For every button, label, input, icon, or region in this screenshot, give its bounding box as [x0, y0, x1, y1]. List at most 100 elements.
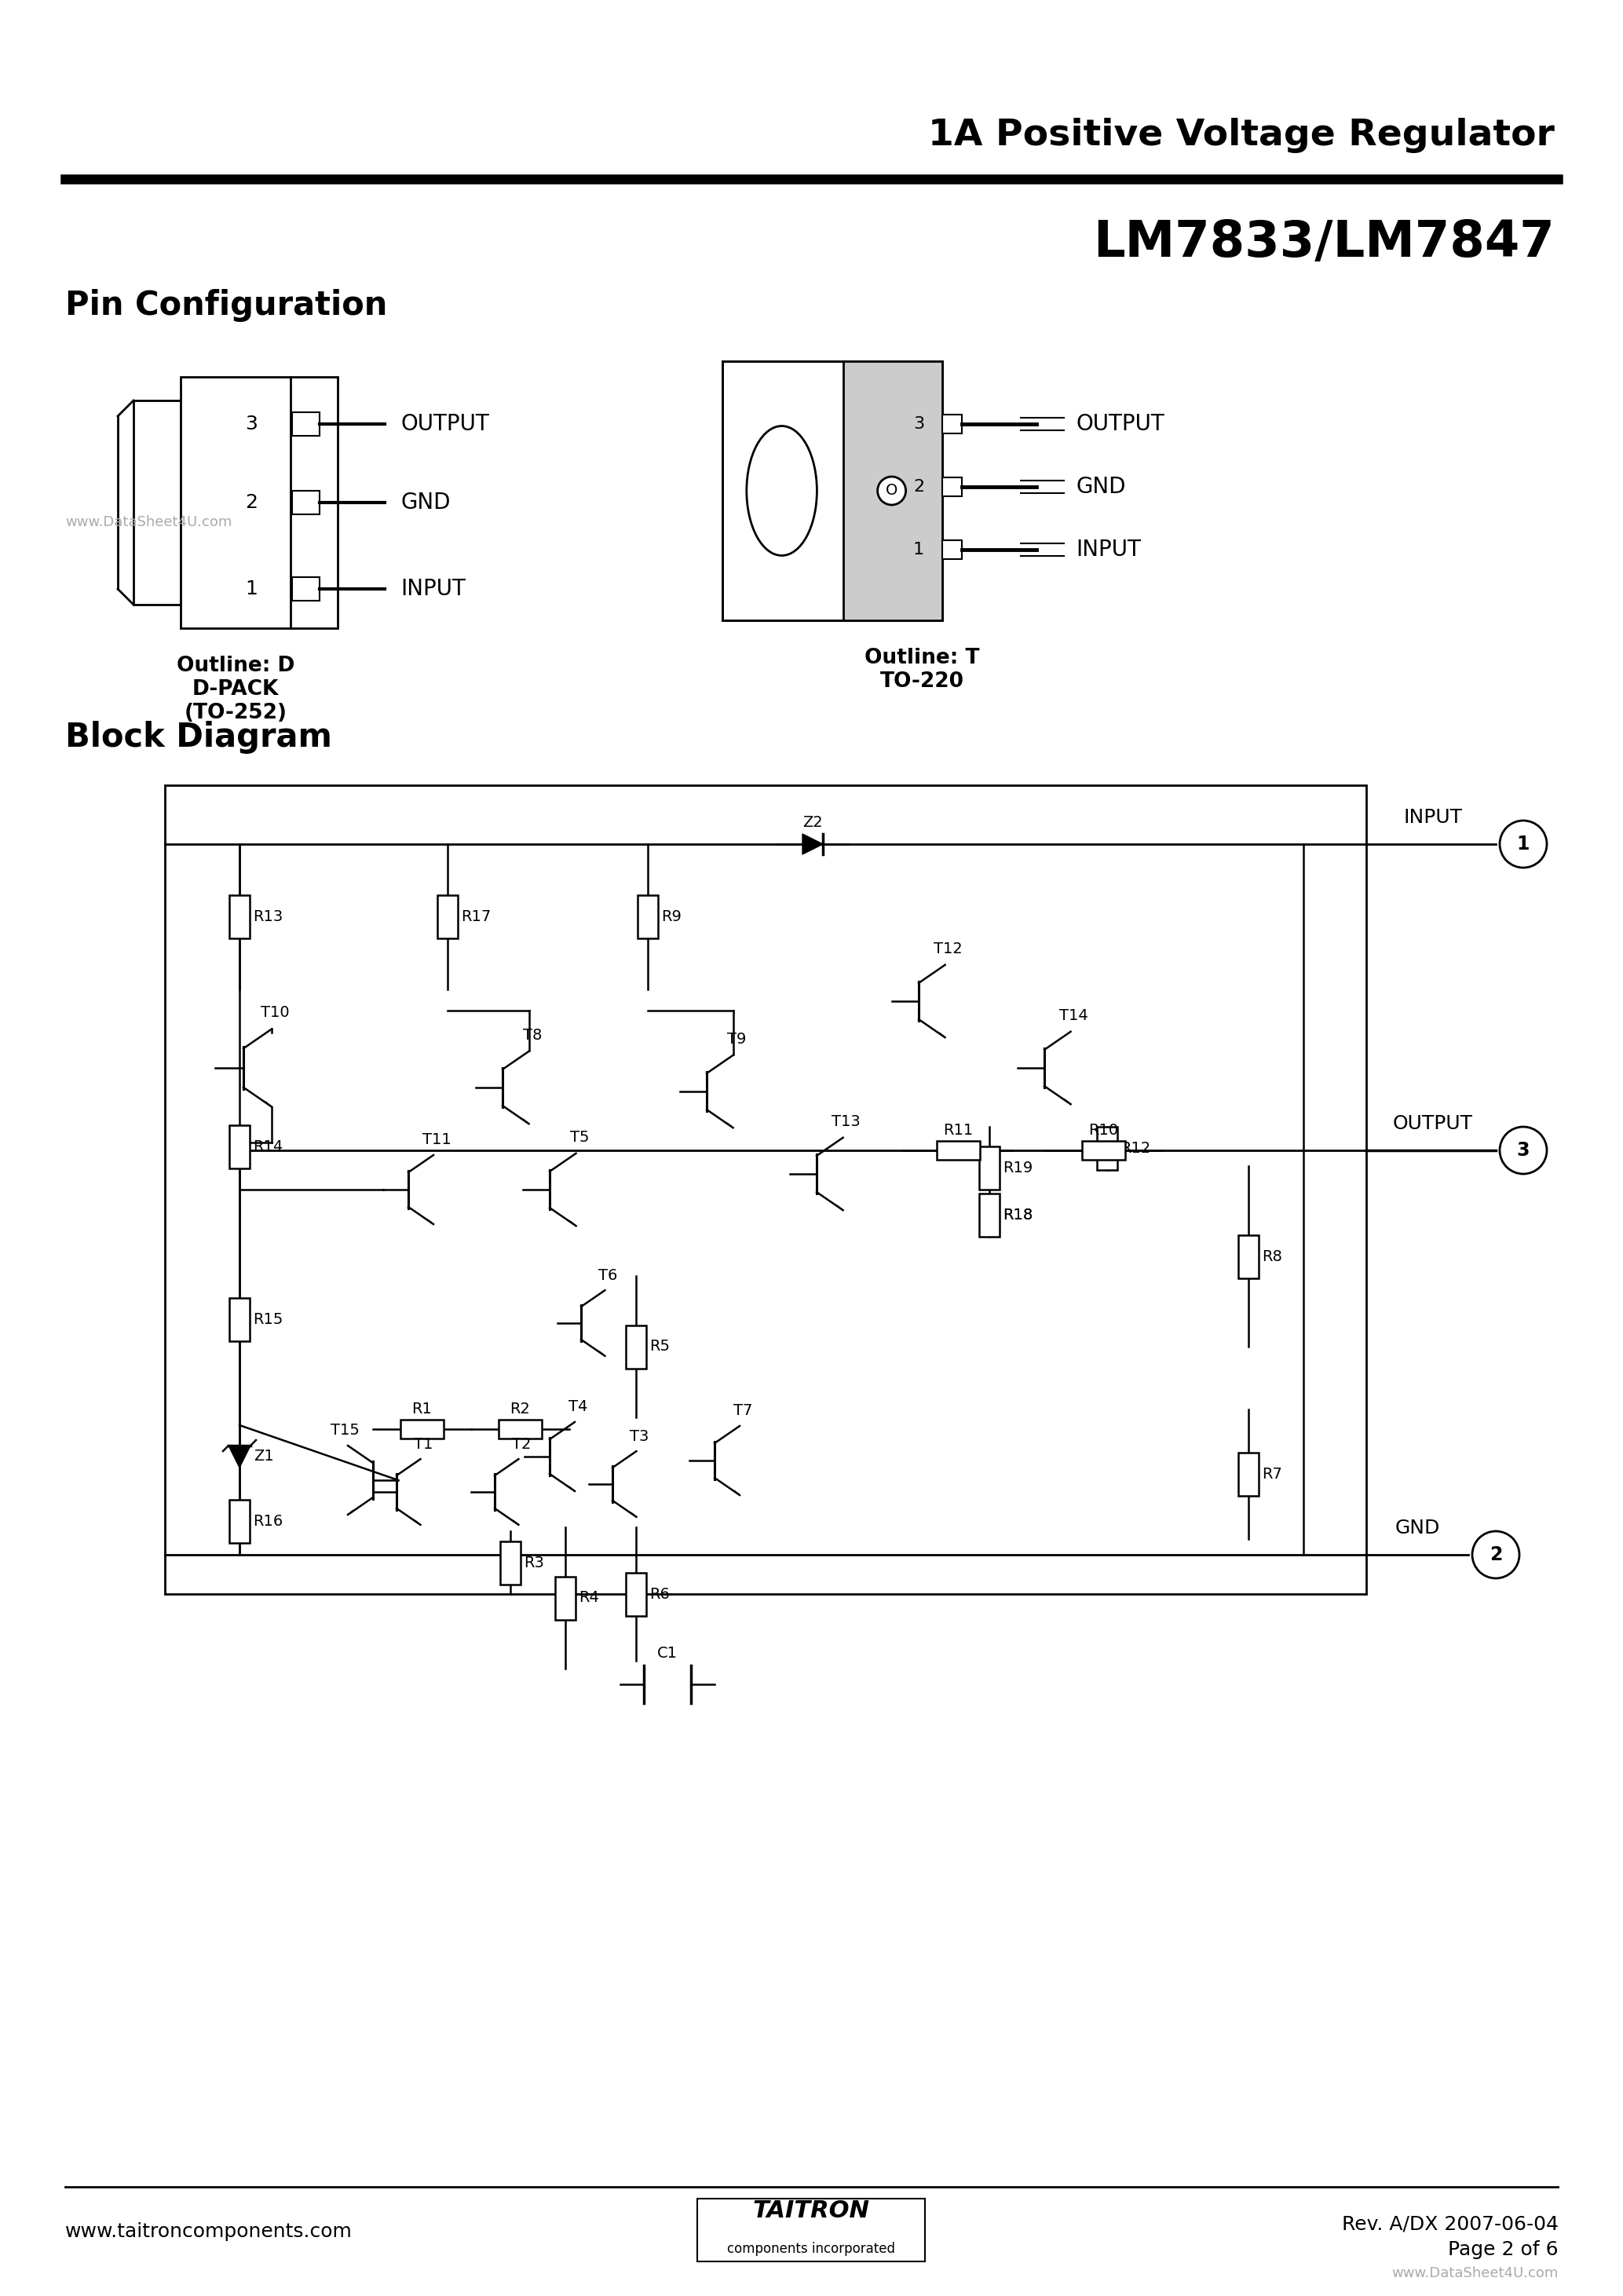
Text: www.DataSheet4U.com: www.DataSheet4U.com — [65, 514, 232, 530]
Text: GND: GND — [1076, 475, 1126, 498]
Text: 1: 1 — [1518, 836, 1530, 854]
Text: T11: T11 — [422, 1132, 451, 1148]
Text: T4: T4 — [568, 1398, 588, 1414]
Circle shape — [1500, 820, 1547, 868]
Bar — [1081, 1141, 1125, 1159]
Text: R13: R13 — [253, 909, 282, 925]
Text: T10: T10 — [261, 1006, 289, 1019]
Text: R12: R12 — [1120, 1141, 1151, 1155]
Text: 1: 1 — [914, 542, 923, 558]
Polygon shape — [732, 1490, 740, 1495]
Text: OUTPUT: OUTPUT — [1076, 413, 1164, 434]
Text: 2: 2 — [1490, 1545, 1503, 1564]
Text: R17: R17 — [461, 909, 490, 925]
Polygon shape — [724, 1123, 734, 1127]
Text: 1A Positive Voltage Regulator: 1A Positive Voltage Regulator — [928, 117, 1555, 154]
Polygon shape — [511, 1520, 518, 1525]
Text: Outline: D: Outline: D — [177, 657, 295, 675]
Text: 3: 3 — [1518, 1141, 1530, 1159]
Text: www.DataSheet4U.com: www.DataSheet4U.com — [1393, 2266, 1558, 2280]
Bar — [626, 1325, 646, 1368]
Ellipse shape — [747, 427, 816, 556]
Text: T9: T9 — [727, 1031, 747, 1047]
Polygon shape — [347, 1508, 357, 1515]
Text: 1: 1 — [245, 579, 258, 599]
Bar — [180, 377, 338, 629]
Text: R4: R4 — [579, 1591, 599, 1605]
Text: 2: 2 — [245, 494, 258, 512]
Bar — [229, 895, 250, 939]
Text: LM7833/LM7847: LM7833/LM7847 — [1094, 218, 1555, 266]
Text: GND: GND — [401, 491, 450, 514]
Text: R16: R16 — [253, 1513, 282, 1529]
Text: T2: T2 — [511, 1437, 531, 1451]
Bar — [626, 1573, 646, 1616]
Bar — [979, 1146, 1000, 1189]
Text: R19: R19 — [1003, 1159, 1032, 1176]
Polygon shape — [834, 1203, 842, 1210]
Text: OUTPUT: OUTPUT — [1393, 1114, 1474, 1134]
FancyBboxPatch shape — [698, 2200, 925, 2262]
Text: R18: R18 — [1003, 1208, 1032, 1221]
Bar — [1238, 1235, 1259, 1279]
Bar — [1238, 1453, 1259, 1497]
Bar — [1097, 1127, 1117, 1171]
Bar — [722, 360, 943, 620]
Text: T5: T5 — [570, 1130, 589, 1146]
Text: T3: T3 — [630, 1428, 649, 1444]
Polygon shape — [628, 1511, 636, 1518]
Bar — [943, 478, 962, 496]
Text: T1: T1 — [414, 1437, 433, 1451]
Bar — [292, 491, 320, 514]
Text: R6: R6 — [649, 1587, 670, 1603]
Circle shape — [1500, 1127, 1547, 1173]
Text: R2: R2 — [510, 1401, 531, 1417]
Bar — [555, 1577, 576, 1619]
Bar — [229, 1499, 250, 1543]
Bar — [979, 1194, 1000, 1238]
Text: INPUT: INPUT — [1076, 540, 1141, 560]
Text: INPUT: INPUT — [401, 579, 466, 599]
Text: GND: GND — [1394, 1518, 1440, 1538]
Polygon shape — [1061, 1097, 1071, 1104]
Text: Block Diagram: Block Diagram — [65, 721, 333, 753]
Bar — [229, 1125, 250, 1169]
Bar — [292, 576, 320, 602]
Polygon shape — [412, 1520, 420, 1525]
Text: Pin Configuration: Pin Configuration — [65, 289, 388, 321]
Polygon shape — [597, 1350, 605, 1357]
Text: 2: 2 — [914, 480, 923, 494]
Text: D-PACK: D-PACK — [192, 680, 279, 700]
Bar — [943, 540, 962, 560]
Text: Page 2 of 6: Page 2 of 6 — [1448, 2241, 1558, 2259]
Text: T6: T6 — [599, 1267, 617, 1283]
Text: Outline: T: Outline: T — [865, 647, 979, 668]
Text: INPUT: INPUT — [1404, 808, 1462, 827]
Text: www.taitroncomponents.com: www.taitroncomponents.com — [65, 2223, 352, 2241]
Circle shape — [1472, 1531, 1519, 1577]
Text: T8: T8 — [523, 1029, 542, 1042]
Polygon shape — [425, 1219, 433, 1224]
Bar — [437, 895, 458, 939]
Text: Z1: Z1 — [253, 1449, 274, 1465]
Polygon shape — [936, 1031, 945, 1038]
Bar — [498, 1419, 542, 1440]
Text: O: O — [886, 482, 898, 498]
Text: components incorporated: components incorporated — [727, 2241, 896, 2257]
Bar — [943, 416, 962, 434]
Text: R1: R1 — [412, 1401, 432, 1417]
Text: 3: 3 — [914, 416, 923, 432]
Bar — [292, 413, 320, 436]
Bar — [638, 895, 657, 939]
Polygon shape — [802, 833, 823, 854]
Text: R11: R11 — [943, 1123, 972, 1139]
Text: OUTPUT: OUTPUT — [401, 413, 489, 434]
Text: 3: 3 — [245, 416, 258, 434]
Polygon shape — [263, 1100, 271, 1107]
Text: TAITRON: TAITRON — [753, 2200, 870, 2223]
Text: R14: R14 — [253, 1139, 282, 1155]
Bar — [133, 400, 180, 604]
Text: T14: T14 — [1060, 1008, 1089, 1024]
Text: R5: R5 — [649, 1339, 670, 1355]
Text: (TO-252): (TO-252) — [183, 703, 287, 723]
